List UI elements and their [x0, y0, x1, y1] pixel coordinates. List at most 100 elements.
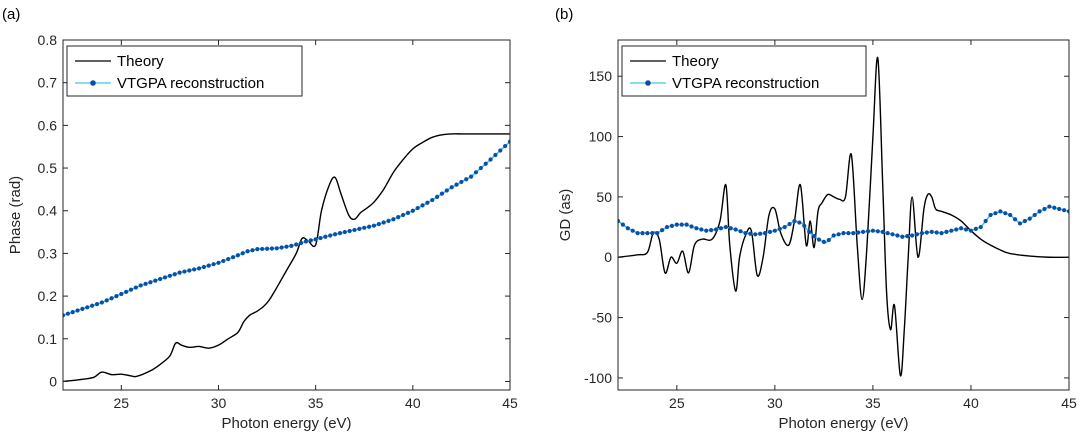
series-vtgpa-point-79: [1003, 211, 1008, 216]
series-vtgpa-point-13: [124, 289, 129, 294]
series-vtgpa-point-16: [138, 283, 143, 288]
y-tick-label: 0: [604, 249, 612, 265]
series-vtgpa-point-80: [1008, 212, 1013, 218]
series-vtgpa-point-71: [963, 227, 969, 232]
x-tick-label: 30: [767, 395, 783, 411]
series-vtgpa-point-48: [851, 231, 856, 236]
y-tick-label: 0.1: [38, 331, 58, 347]
series-vtgpa-point-5: [640, 231, 645, 236]
series-vtgpa-point-12: [119, 291, 124, 297]
y-tick-label: 0.2: [38, 288, 58, 304]
series-vtgpa-point-20: [158, 276, 163, 282]
series-vtgpa-point-11: [669, 223, 675, 228]
series-vtgpa-point-6: [90, 303, 95, 308]
y-tick-label: 0.6: [38, 117, 58, 133]
series-vtgpa-point-27: [192, 267, 197, 272]
series-vtgpa-point-37: [797, 220, 802, 225]
x-tick-label: 25: [114, 395, 130, 411]
series-vtgpa-point-58: [900, 234, 905, 239]
series-vtgpa-point-36: [235, 253, 241, 258]
series-vtgpa-point-34: [226, 256, 231, 262]
series-vtgpa-point-66: [939, 231, 944, 236]
series-vtgpa-point-38: [802, 223, 807, 228]
series-vtgpa-point-9: [660, 227, 665, 233]
series-vtgpa-point-73: [415, 205, 420, 211]
series-vtgpa-point-52: [313, 237, 318, 242]
series-vtgpa-point-19: [709, 227, 714, 233]
series-vtgpa-point-4: [635, 231, 640, 236]
series-vtgpa-point-74: [420, 203, 425, 208]
series-vtgpa-point-7: [94, 302, 100, 307]
panel-b-legend: Theory VTGPA reconstruction: [621, 45, 867, 97]
x-tick-label: 30: [211, 395, 227, 411]
series-vtgpa-point-70: [401, 212, 406, 218]
series-vtgpa-point-60: [910, 233, 915, 238]
x-tick-label: 45: [502, 395, 518, 411]
series-vtgpa-point-82: [1017, 221, 1023, 226]
panel-b-axes-box: [617, 39, 1070, 391]
series-vtgpa-point-41: [816, 237, 822, 242]
series-vtgpa-point-81: [1012, 217, 1018, 222]
panel-b-gd-chart: (b) 25 30 35 40 45 -100 -50 0 50 100 150 Photon en…: [555, 6, 1077, 432]
y-tick-label: -100: [584, 370, 612, 386]
series-vtgpa-point-72: [968, 228, 974, 233]
series-vtgpa-point-84: [469, 174, 474, 179]
y-tick-label: 100: [589, 129, 613, 145]
series-vtgpa-point-14: [684, 222, 689, 227]
series-vtgpa-point-86: [1037, 209, 1042, 214]
series-vtgpa-point-66: [381, 220, 386, 225]
series-vtgpa-point-91: [503, 143, 508, 149]
series-vtgpa-point-22: [167, 273, 172, 278]
x-tick-label: 35: [308, 395, 324, 411]
series-vtgpa-point-49: [298, 240, 304, 246]
series-vtgpa-point-61: [357, 226, 362, 231]
series-vtgpa-point-53: [875, 229, 880, 234]
series-vtgpa-point-12: [674, 222, 679, 227]
series-vtgpa-point-60: [352, 227, 357, 233]
series-vtgpa-point-87: [1042, 206, 1047, 212]
y-tick-label: 0: [49, 373, 57, 389]
series-vtgpa-point-15: [689, 224, 694, 229]
y-tick-label: 50: [596, 189, 612, 205]
y-tick-label: 0.7: [38, 75, 58, 91]
series-vtgpa-point-45: [279, 245, 284, 250]
panel-a-label: (a): [2, 6, 20, 23]
series-vtgpa-point-48: [294, 242, 299, 247]
series-vtgpa-point-14: [128, 287, 134, 292]
series-vtgpa-point-6: [645, 231, 650, 236]
series-vtgpa-point-43: [826, 237, 831, 243]
series-vtgpa-point-1: [65, 311, 70, 316]
series-vtgpa-point-24: [733, 227, 738, 232]
panel-b-legend-vtgpa-marker: [645, 80, 651, 86]
series-vtgpa-point-28: [753, 232, 758, 237]
series-vtgpa-point-58: [342, 229, 347, 235]
y-tick-label: 0.5: [38, 160, 58, 176]
series-vtgpa-point-57: [895, 233, 900, 238]
series-vtgpa-point-39: [250, 248, 255, 253]
series-vtgpa-point-51: [865, 229, 871, 234]
x-tick-label: 25: [669, 395, 685, 411]
series-vtgpa-point-37: [240, 251, 245, 256]
series-vtgpa-point-65: [934, 230, 939, 235]
series-vtgpa-point-41: [260, 246, 265, 252]
panel-b-label: (b): [555, 6, 573, 23]
series-vtgpa-point-42: [821, 239, 826, 244]
series-vtgpa-point-21: [718, 226, 724, 231]
series-vtgpa-point-43: [269, 246, 275, 251]
series-vtgpa-point-33: [221, 258, 226, 264]
series-vtgpa-point-30: [762, 231, 768, 236]
series-vtgpa-point-0: [618, 218, 621, 224]
series-vtgpa-point-81: [454, 182, 459, 187]
series-vtgpa-point-53: [318, 235, 323, 241]
series-vtgpa-point-23: [172, 272, 177, 277]
x-tick-label: 35: [865, 395, 881, 411]
y-tick-label: 0.8: [38, 32, 58, 48]
series-vtgpa-point-18: [704, 228, 709, 233]
series-vtgpa-point-32: [772, 228, 777, 233]
series-vtgpa-point-86: [478, 165, 483, 171]
series-vtgpa-point-78: [439, 191, 445, 196]
y-tick-label: 150: [589, 68, 613, 84]
series-vtgpa-point-26: [187, 268, 192, 273]
series-vtgpa-point-44: [831, 233, 836, 238]
series-vtgpa-point-10: [664, 224, 670, 230]
